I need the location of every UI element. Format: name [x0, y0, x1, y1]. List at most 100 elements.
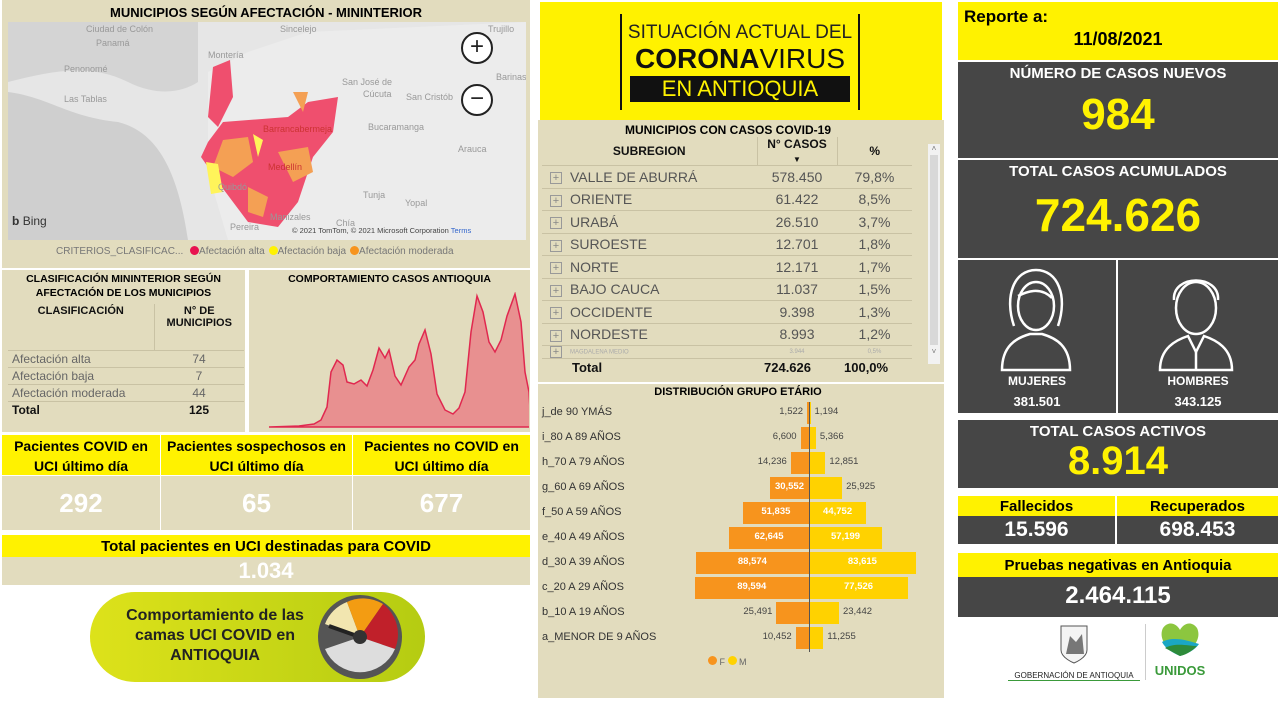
scroll-down-icon[interactable]: ˅ — [931, 347, 937, 356]
map-place: Las Tablas — [64, 94, 107, 104]
header-line3: EN ANTIOQUIA — [630, 76, 850, 102]
bar-female[interactable] — [769, 477, 809, 499]
man-icon — [1158, 279, 1234, 372]
row-value: 44 — [154, 384, 244, 402]
table-row[interactable]: + OCCIDENTE 9.398 1,3% — [542, 300, 912, 324]
bar-female[interactable] — [790, 452, 809, 474]
gobernacion-logo: GOBERNACIÓN DE ANTIOQUIA — [1008, 624, 1140, 684]
bar-female[interactable] — [807, 402, 809, 424]
header-corona: CORONA — [634, 43, 760, 74]
table-row[interactable]: + NORTE 12.171 1,7% — [542, 255, 912, 279]
female-value-label: 14,236 — [757, 456, 787, 467]
map-place: Montería — [208, 50, 244, 60]
expand-icon[interactable]: + — [550, 329, 562, 342]
row-label: Afectación baja — [8, 367, 154, 385]
legend-item[interactable]: Afectación alta — [190, 246, 265, 257]
male-value-label: 11,255 — [827, 631, 856, 642]
expand-icon[interactable]: + — [550, 172, 562, 185]
map-title: MUNICIPIOS SEGÚN AFECTACIÓN - MININTERIO… — [110, 5, 422, 20]
table-scrollbar[interactable]: ˄ ˅ — [928, 144, 940, 364]
report-box: Reporte a: 11/08/2021 — [958, 2, 1278, 60]
legend-m: M — [739, 657, 747, 667]
legend-f-icon — [708, 656, 717, 665]
age-group-label: c_20 A 29 AÑOS — [542, 581, 624, 593]
bar-female[interactable] — [728, 527, 809, 549]
age-group-label: b_10 A 19 AÑOS — [542, 606, 625, 618]
age-group-label: h_70 A 79 AÑOS — [542, 456, 625, 468]
col-pct[interactable]: % — [836, 137, 912, 166]
bar-female[interactable] — [776, 602, 809, 624]
table-row[interactable]: + SUROESTE 12.701 1,8% — [542, 233, 912, 256]
age-group-label: d_30 A 39 AÑOS — [542, 556, 625, 568]
table-row[interactable]: + BAJO CAUCA 11.037 1,5% — [542, 278, 912, 301]
expand-icon[interactable]: + — [550, 217, 562, 230]
cases-value: 8.993 — [757, 323, 837, 346]
age-group-row: h_70 A 79 AÑOS 14,236 12,851 — [538, 452, 938, 474]
age-group-row: g_60 A 69 AÑOS 30,552 25,925 — [538, 477, 938, 499]
bar-female[interactable] — [795, 627, 809, 649]
municipios-panel: MUNICIPIOS CON CASOS COVID-19 SUBREGION … — [538, 120, 944, 382]
legend-item[interactable]: Afectación baja — [268, 246, 346, 257]
table-row[interactable]: + URABÁ 26.510 3,7% — [542, 210, 912, 234]
expand-icon[interactable]: + — [550, 194, 562, 207]
expand-icon[interactable]: + — [550, 239, 562, 252]
total-value: 125 — [188, 402, 210, 417]
unidos-heart-icon — [1161, 623, 1199, 656]
negative-tests-value: 2.464.115 — [958, 577, 1278, 617]
new-cases-value: 984 — [1081, 90, 1155, 139]
female-value-label: 1,522 — [779, 406, 804, 417]
subregion-name: BAJO CAUCA — [570, 281, 660, 298]
bar-male[interactable] — [809, 427, 816, 449]
deaths-label: Fallecidos — [958, 496, 1115, 516]
age-group-row: j_de 90 YMÁS 1,522 1,194 — [538, 402, 938, 424]
bar-male[interactable] — [809, 602, 839, 624]
table-row[interactable]: + MAGDALENA MEDIO 3.944 0,5% — [542, 345, 912, 359]
zoom-in-button[interactable]: + — [461, 32, 493, 64]
bar-female[interactable] — [742, 502, 809, 524]
bar-female[interactable] — [695, 552, 809, 574]
negative-tests-label: Pruebas negativas en Antioquia — [958, 553, 1278, 577]
cases-value: 26.510 — [757, 210, 837, 234]
unidos-text: UNIDOS — [1154, 663, 1206, 678]
coat-of-arms-icon — [1060, 625, 1088, 664]
bar-male[interactable] — [809, 552, 916, 574]
col-casos[interactable]: N° CASOS ▼ — [756, 137, 837, 166]
bar-male[interactable] — [809, 477, 843, 499]
map-place: San Cristób — [406, 92, 454, 102]
map[interactable]: Ciudad de Colón Panamá Penonomé Las Tabl… — [8, 22, 526, 240]
expand-icon[interactable]: + — [550, 262, 562, 275]
female-value-label: 6,600 — [772, 431, 797, 442]
col-subregion[interactable]: SUBREGION — [542, 137, 757, 166]
expand-icon[interactable]: + — [550, 346, 562, 358]
gobernacion-text: GOBERNACIÓN DE ANTIOQUIA — [1008, 671, 1140, 681]
bar-male[interactable] — [809, 627, 824, 649]
scroll-up-icon[interactable]: ˄ — [931, 144, 937, 153]
uci-covid-value: 292 — [2, 476, 160, 530]
age-group-label: g_60 A 69 AÑOS — [542, 481, 625, 493]
zoom-out-button[interactable]: − — [461, 84, 493, 116]
bar-male[interactable] — [809, 527, 883, 549]
legend-item[interactable]: Afectación moderada — [350, 246, 454, 257]
table-row[interactable]: + ORIENTE 61.422 8,5% — [542, 188, 912, 211]
age-group-row: d_30 A 39 AÑOS 88,574 83,615 — [538, 552, 938, 574]
table-row[interactable]: + VALLE DE ABURRÁ 578.450 79,8% — [542, 165, 912, 189]
bar-male[interactable] — [809, 502, 867, 524]
table-row[interactable]: + NORDESTE 8.993 1,2% — [542, 323, 912, 346]
cases-value: 12.701 — [757, 233, 837, 256]
male-value-label: 57,199 — [831, 531, 861, 542]
bar-female[interactable] — [800, 427, 809, 449]
table-row: Afectación alta 74 — [8, 350, 244, 368]
expand-icon[interactable]: + — [550, 307, 562, 320]
uci-beds-banner[interactable]: Comportamiento de las camas UCI COVID en… — [90, 592, 425, 682]
subregion-name: URABÁ — [570, 213, 619, 230]
map-legend: CRITERIOS_CLASIFICAC... Afectación alta A… — [2, 240, 530, 268]
bar-male[interactable] — [809, 452, 826, 474]
map-copyright: © 2021 TomTom, © 2021 Microsoft Corporat… — [292, 226, 471, 235]
axis-line — [809, 402, 810, 652]
terms-link[interactable]: Terms — [450, 226, 472, 235]
pct-value: 1,3% — [837, 300, 912, 324]
bar-female[interactable] — [694, 577, 809, 599]
women-label: MUJERES — [1007, 374, 1066, 388]
expand-icon[interactable]: + — [550, 284, 562, 297]
bar-male[interactable] — [809, 577, 909, 599]
